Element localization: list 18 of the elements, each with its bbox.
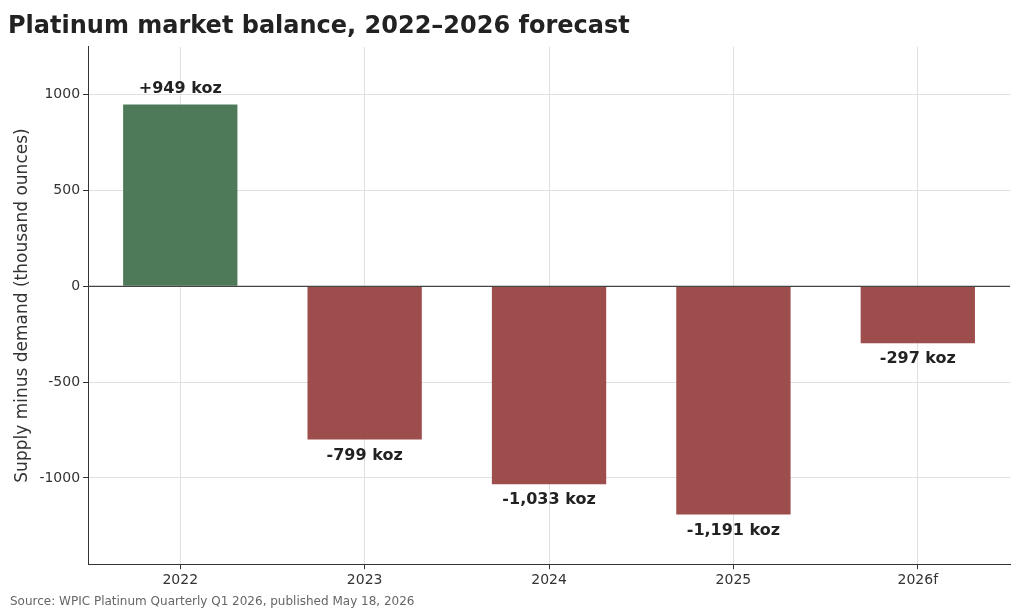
- data-label: -799 koz: [326, 444, 403, 464]
- data-label: -1,033 koz: [502, 489, 596, 509]
- y-axis-title: Supply minus demand (thousand ounces): [10, 128, 31, 483]
- x-tick-label: 2023: [346, 571, 383, 588]
- y-tick-label: -500: [48, 372, 81, 389]
- x-tick-label: 2025: [715, 571, 752, 588]
- x-tick-label: 2022: [162, 571, 199, 588]
- y-tick-label: 1000: [44, 85, 81, 102]
- data-label: -297 koz: [879, 348, 956, 368]
- x-tick-label: 2024: [531, 571, 567, 588]
- chart-title: Platinum market balance, 2022–2026 forecast: [8, 10, 630, 39]
- y-tick-label: -1000: [39, 468, 81, 485]
- data-label: -1,191 koz: [686, 519, 781, 539]
- x-tick-label: 2026f: [897, 571, 940, 588]
- data-label: +949 koz: [138, 77, 222, 97]
- y-tick-label: 0: [71, 276, 81, 293]
- source-note: Source: WPIC Platinum Quarterly Q1 2026, published May 18, 2026: [10, 594, 415, 609]
- y-tick-label: 500: [53, 181, 81, 198]
